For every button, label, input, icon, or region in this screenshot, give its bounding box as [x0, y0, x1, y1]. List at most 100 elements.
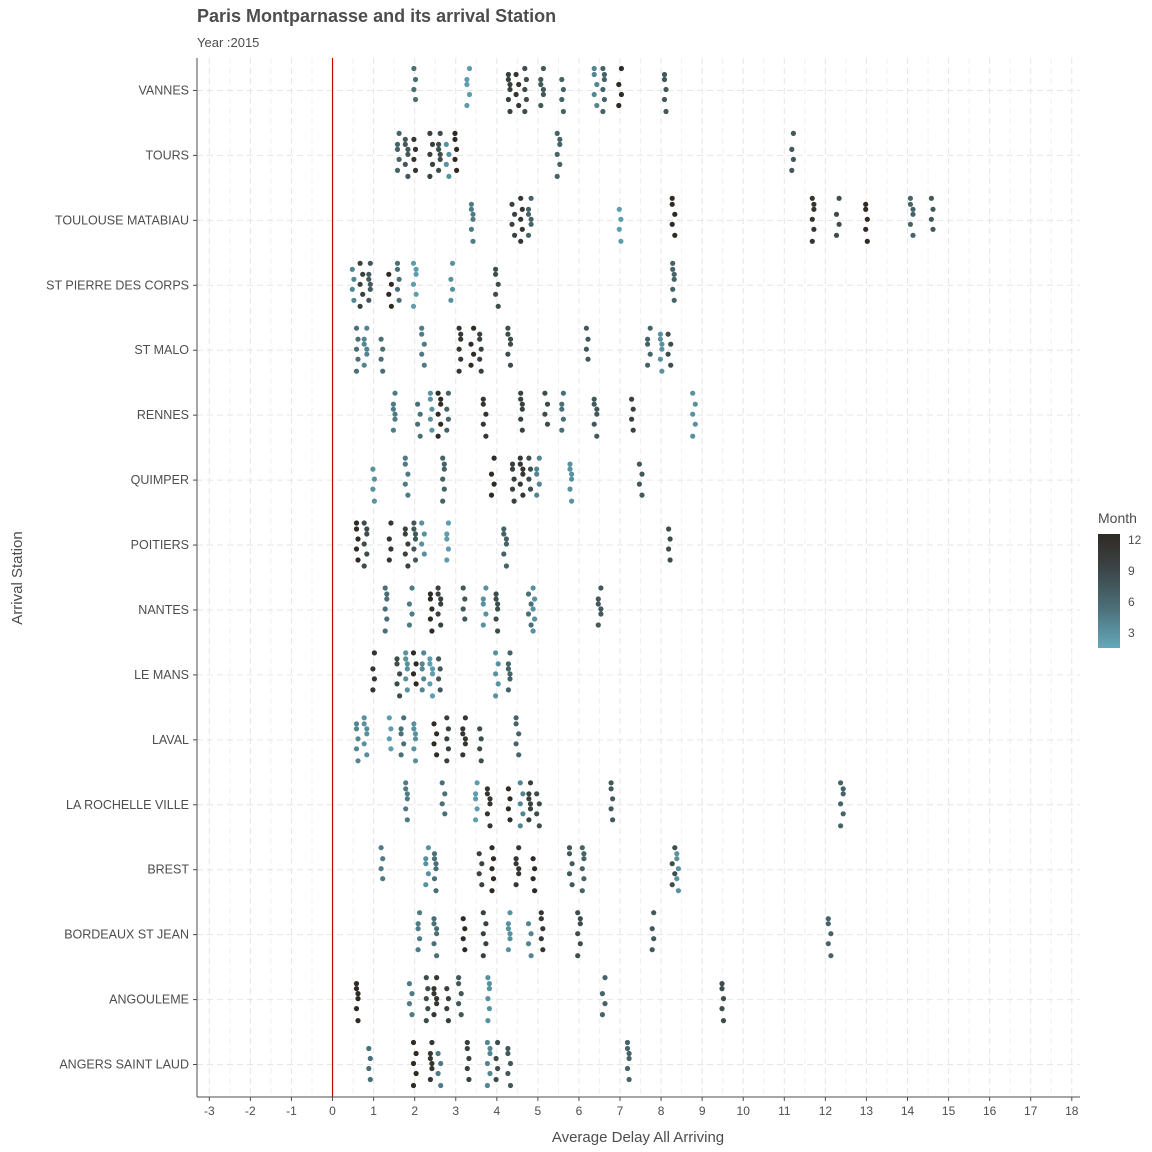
data-point [404, 687, 410, 693]
data-point [438, 1082, 444, 1089]
data-point [671, 297, 677, 303]
data-point [527, 801, 534, 807]
x-tick-label: 16 [983, 1104, 997, 1118]
data-point [476, 851, 482, 857]
data-point [371, 476, 377, 482]
data-point [505, 1050, 511, 1057]
data-point [520, 471, 526, 477]
data-point [406, 981, 412, 987]
data-point [528, 953, 534, 959]
data-point [581, 851, 587, 857]
data-point [468, 201, 474, 207]
data-point [406, 601, 412, 607]
data-point [415, 926, 421, 932]
data-point [429, 161, 436, 167]
data-point [462, 736, 468, 742]
data-point [507, 1060, 514, 1067]
data-point [462, 926, 468, 932]
data-point [349, 286, 355, 292]
y-tick-label: RENNES [137, 408, 189, 422]
data-point [394, 146, 401, 152]
data-point [413, 271, 419, 277]
data-point [513, 741, 519, 747]
data-point [419, 351, 425, 357]
data-point [483, 611, 489, 617]
data-point [440, 498, 446, 504]
data-point [530, 856, 536, 862]
data-point [569, 498, 575, 504]
data-point [601, 71, 608, 78]
data-point [661, 96, 668, 103]
data-point [594, 102, 600, 109]
data-point [579, 888, 585, 894]
data-point [361, 563, 367, 569]
data-point [525, 921, 532, 927]
data-point [458, 1012, 464, 1018]
data-point [542, 411, 548, 417]
data-point [569, 476, 575, 482]
data-point [419, 520, 425, 526]
data-point [489, 888, 495, 894]
data-point [370, 466, 376, 472]
data-point [599, 1012, 606, 1018]
data-point [402, 531, 408, 537]
data-point [468, 206, 474, 212]
data-point [532, 866, 538, 872]
data-point [528, 931, 534, 937]
data-point [436, 676, 442, 682]
data-point [462, 715, 468, 721]
data-point [495, 628, 501, 634]
data-point [355, 991, 361, 997]
data-point [429, 606, 435, 612]
data-point [437, 156, 443, 162]
data-point [591, 401, 597, 407]
data-point [624, 1039, 631, 1046]
data-point [602, 1001, 608, 1007]
data-point [928, 195, 935, 201]
data-point [554, 173, 560, 179]
data-point [412, 146, 419, 152]
data-point [388, 520, 394, 526]
data-point [404, 791, 410, 797]
data-point [491, 455, 497, 461]
data-point [431, 856, 438, 862]
data-point [600, 86, 606, 93]
data-point [477, 336, 483, 342]
legend: Month 12 9 6 3 [1096, 510, 1152, 660]
data-point [534, 492, 540, 498]
data-point [392, 411, 398, 417]
data-point [838, 780, 844, 786]
data-point [394, 681, 400, 687]
data-point [386, 271, 392, 277]
x-tick-label: 5 [535, 1104, 542, 1118]
data-point [493, 1055, 499, 1062]
data-point [666, 526, 672, 532]
data-point [431, 941, 437, 947]
data-point [480, 601, 486, 607]
data-point [425, 1006, 431, 1012]
data-point [505, 1045, 511, 1052]
data-point [520, 791, 526, 797]
data-point [425, 845, 431, 851]
data-point [667, 536, 673, 542]
data-point [534, 791, 540, 797]
data-point [396, 276, 402, 282]
data-point [384, 616, 390, 622]
data-point [864, 216, 870, 222]
data-point [517, 455, 523, 461]
data-point [433, 866, 439, 872]
data-point [554, 151, 560, 157]
data-point [527, 806, 534, 812]
data-point [670, 260, 676, 266]
data-point [355, 736, 361, 742]
data-point [460, 916, 466, 922]
data-point [600, 108, 606, 115]
data-point [554, 130, 560, 136]
data-point [361, 341, 367, 347]
data-point [674, 876, 680, 882]
data-point [436, 141, 442, 147]
data-point [493, 616, 499, 622]
data-point [840, 786, 846, 792]
data-point [364, 531, 370, 537]
data-point [353, 721, 360, 727]
